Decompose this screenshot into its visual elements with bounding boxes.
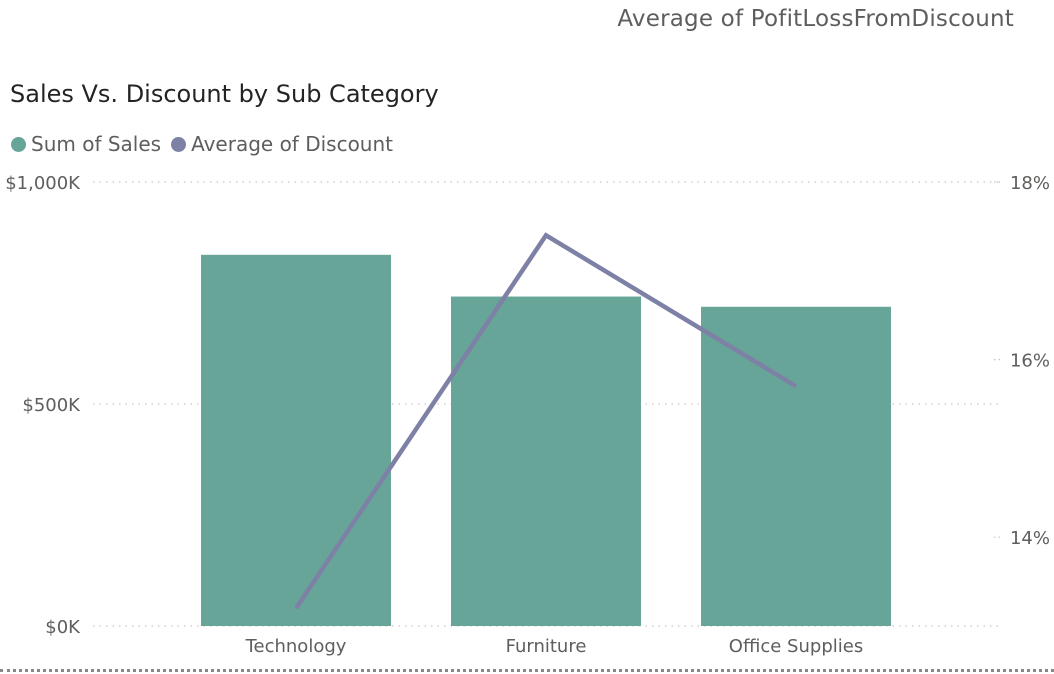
legend-item-discount[interactable]: Average of Discount: [171, 132, 393, 156]
visual-bottom-border: [0, 669, 1054, 672]
line-point-2[interactable]: [792, 382, 800, 390]
y-right-tick-label-0: 14%: [1010, 528, 1050, 549]
line-point-0[interactable]: [292, 604, 300, 612]
x-tick-label-2: Office Supplies: [729, 636, 863, 657]
line-average-of-discount[interactable]: [294, 232, 798, 610]
bar-office-supplies[interactable]: [701, 306, 891, 626]
legend-dot-sales-icon: [11, 136, 26, 152]
chart-title: Sales Vs. Discount by Sub Category: [10, 80, 439, 108]
legend-label-discount: Average of Discount: [191, 132, 394, 156]
x-tick-label-0: Technology: [245, 636, 347, 657]
y-right-tick-label-1: 16%: [1010, 351, 1050, 372]
line-point-1[interactable]: [542, 231, 550, 239]
legend-item-sales[interactable]: Sum of Sales: [11, 132, 161, 156]
y-left-tick-label-2: $1,000K: [5, 173, 81, 194]
y-right-tick-label-2: 18%: [1010, 173, 1050, 194]
y-left-tick-label-1: $500K: [22, 395, 81, 416]
legend-label-sales: Sum of Sales: [31, 132, 162, 156]
chart-legend[interactable]: Sum of Sales Average of Discount: [11, 131, 403, 157]
y-left-tick-label-0: $0K: [45, 617, 81, 638]
x-tick-label-1: Furniture: [506, 636, 587, 657]
legend-dot-discount-icon: [171, 136, 187, 152]
bar-technology[interactable]: [201, 254, 391, 627]
bar-furniture[interactable]: [451, 296, 641, 626]
visual-header-title: Average of PofitLossFromDiscount: [617, 6, 1014, 32]
